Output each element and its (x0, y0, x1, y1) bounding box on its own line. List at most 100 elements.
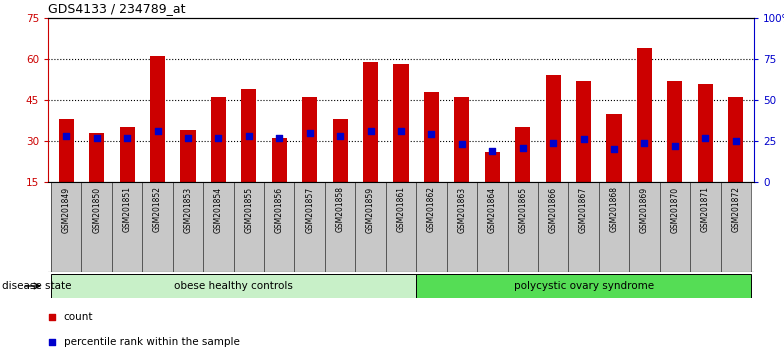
Text: GSM201871: GSM201871 (701, 187, 710, 233)
Text: GSM201864: GSM201864 (488, 187, 497, 233)
Bar (394, 64, 408, 182)
Bar (720, 182, 751, 272)
Text: GSM201852: GSM201852 (153, 187, 162, 233)
Text: GSM201851: GSM201851 (122, 187, 132, 233)
Bar (507, 182, 538, 272)
Text: percentile rank within the sample: percentile rank within the sample (64, 337, 239, 347)
Bar (51, 274, 416, 298)
Bar (416, 182, 447, 272)
Bar (180, 130, 195, 182)
Bar (119, 127, 135, 182)
Text: GSM201868: GSM201868 (609, 187, 619, 233)
Bar (272, 138, 287, 182)
Text: disease state: disease state (2, 281, 71, 291)
Point (212, 135, 225, 141)
Point (273, 135, 285, 141)
Bar (363, 62, 378, 182)
Bar (659, 182, 690, 272)
Bar (667, 81, 683, 182)
Text: GDS4133 / 234789_at: GDS4133 / 234789_at (48, 2, 186, 16)
Bar (515, 127, 530, 182)
Bar (485, 152, 500, 182)
Point (608, 146, 620, 152)
Bar (211, 97, 226, 182)
Point (669, 143, 681, 149)
Bar (82, 182, 112, 272)
Text: polycystic ovary syndrome: polycystic ovary syndrome (514, 281, 654, 291)
Bar (332, 119, 348, 182)
Bar (51, 182, 82, 272)
Bar (386, 182, 416, 272)
Bar (599, 182, 630, 272)
Bar (447, 182, 477, 272)
Bar (325, 182, 355, 272)
Bar (355, 182, 386, 272)
Text: count: count (64, 312, 93, 322)
Bar (477, 182, 507, 272)
Bar (416, 274, 751, 298)
Bar (234, 182, 264, 272)
Text: GSM201869: GSM201869 (640, 187, 649, 233)
Text: obese healthy controls: obese healthy controls (174, 281, 293, 291)
Bar (637, 48, 652, 182)
Text: GSM201863: GSM201863 (457, 187, 466, 233)
Bar (630, 182, 659, 272)
Bar (112, 182, 143, 272)
Point (729, 138, 742, 144)
Point (242, 133, 255, 139)
Text: GSM201850: GSM201850 (93, 187, 101, 233)
Bar (172, 182, 203, 272)
Point (456, 142, 468, 147)
Point (60, 133, 73, 139)
Text: GSM201861: GSM201861 (397, 187, 405, 233)
Point (334, 133, 347, 139)
Point (547, 140, 560, 145)
Point (517, 145, 529, 150)
Point (90, 135, 103, 141)
Bar (295, 182, 325, 272)
Text: GSM201870: GSM201870 (670, 187, 680, 233)
Bar (424, 92, 439, 182)
Bar (698, 84, 713, 182)
Point (699, 135, 712, 141)
Bar (606, 114, 622, 182)
Text: GSM201866: GSM201866 (549, 187, 557, 233)
Point (425, 132, 437, 137)
Point (45, 314, 58, 320)
Bar (302, 97, 318, 182)
Bar (89, 133, 104, 182)
Point (45, 339, 58, 344)
Text: GSM201849: GSM201849 (62, 187, 71, 233)
Text: GSM201857: GSM201857 (305, 187, 314, 233)
Text: GSM201855: GSM201855 (245, 187, 253, 233)
Text: GSM201859: GSM201859 (366, 187, 375, 233)
Bar (241, 89, 256, 182)
Point (121, 135, 133, 141)
Text: GSM201862: GSM201862 (427, 187, 436, 233)
Bar (143, 182, 172, 272)
Point (638, 140, 651, 145)
Bar (546, 75, 561, 182)
Text: GSM201853: GSM201853 (183, 187, 193, 233)
Bar (150, 56, 165, 182)
Bar (203, 182, 234, 272)
Bar (59, 119, 74, 182)
Point (151, 129, 164, 134)
Bar (454, 97, 470, 182)
Point (365, 129, 377, 134)
Bar (690, 182, 720, 272)
Point (303, 130, 316, 136)
Point (182, 135, 194, 141)
Text: GSM201865: GSM201865 (518, 187, 527, 233)
Bar (264, 182, 295, 272)
Text: GSM201858: GSM201858 (336, 187, 345, 233)
Text: GSM201854: GSM201854 (214, 187, 223, 233)
Bar (568, 182, 599, 272)
Bar (728, 97, 743, 182)
Point (394, 129, 407, 134)
Point (577, 137, 590, 142)
Text: GSM201872: GSM201872 (731, 187, 740, 233)
Bar (538, 182, 568, 272)
Point (486, 148, 499, 154)
Text: GSM201867: GSM201867 (579, 187, 588, 233)
